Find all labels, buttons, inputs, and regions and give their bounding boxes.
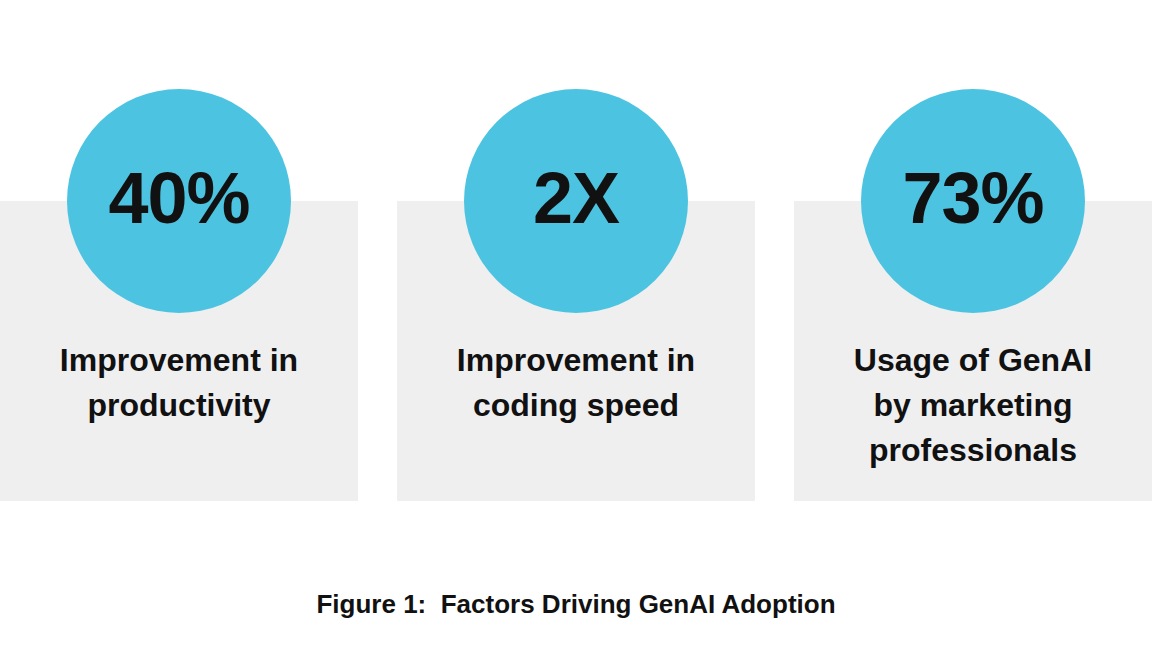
stat-value: 40% — [108, 162, 249, 240]
stat-label: Improvement in coding speed — [397, 338, 755, 428]
stat-label: Improvement in productivity — [0, 338, 358, 428]
stat-card-coding-speed: 2X Improvement in coding speed — [397, 0, 755, 648]
stat-value: 73% — [902, 162, 1043, 240]
stat-circle: 73% — [861, 89, 1085, 313]
figure-caption: Figure 1: Factors Driving GenAI Adoption — [0, 589, 1152, 620]
stat-value: 2X — [533, 162, 619, 240]
stat-card-marketing-usage: 73% Usage of GenAI by marketing professi… — [794, 0, 1152, 648]
stat-card-productivity: 40% Improvement in productivity — [0, 0, 358, 648]
stat-circle: 2X — [464, 89, 688, 313]
stat-circle: 40% — [67, 89, 291, 313]
genai-adoption-figure: 40% Improvement in productivity 2X Impro… — [0, 0, 1152, 648]
stat-label: Usage of GenAI by marketing professional… — [794, 338, 1152, 473]
